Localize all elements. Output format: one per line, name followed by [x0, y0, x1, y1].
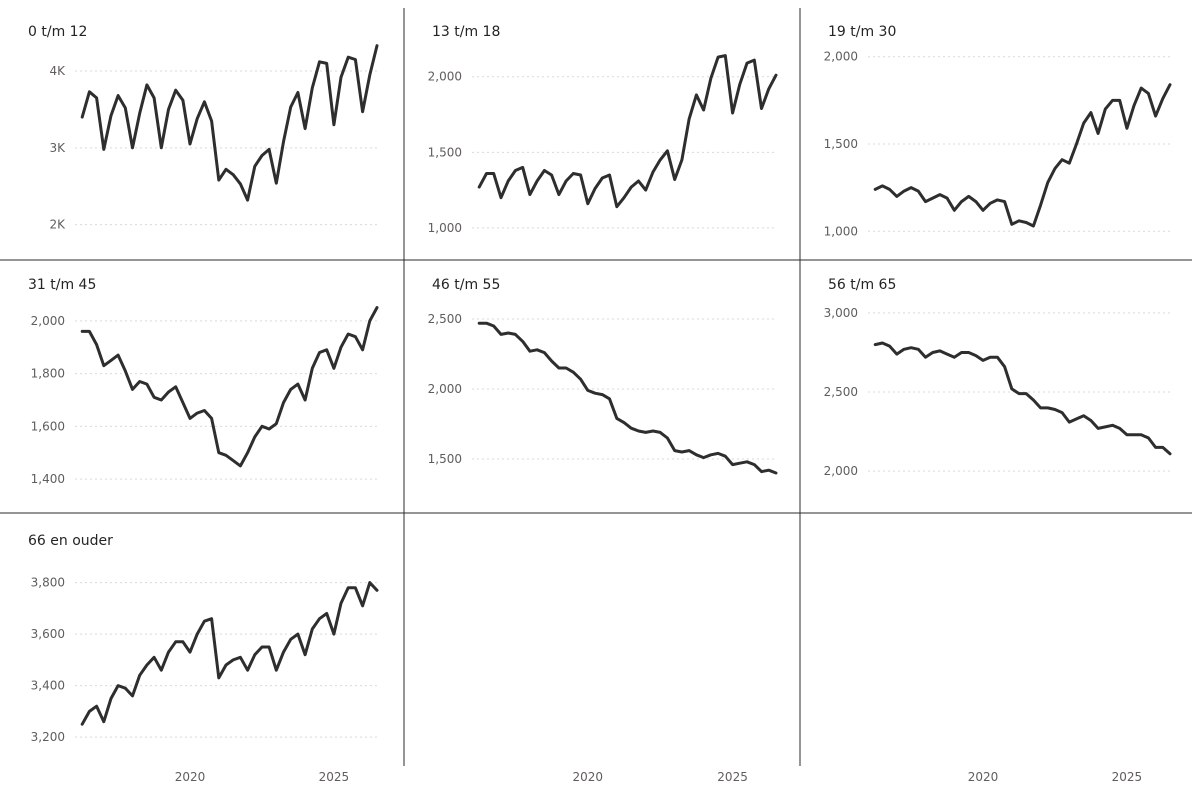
series-line: [80, 306, 379, 468]
y-tick-label: 2,500: [428, 312, 462, 326]
x-tick-label: 2020: [573, 770, 604, 784]
series-line: [873, 83, 1172, 228]
y-tick-label: 1,400: [31, 472, 65, 486]
panel-title: 0 t/m 12: [28, 24, 87, 40]
panel-31-t-m-45: 31 t/m 45 1,400 1,600 1,800 2,000: [28, 277, 379, 486]
series-line: [873, 341, 1172, 456]
x-tick-label: 2020: [175, 770, 206, 784]
y-tick-label: 2,000: [31, 314, 65, 328]
y-tick-label: 2,500: [824, 385, 858, 399]
panel-title: 66 en ouder: [28, 533, 113, 549]
panel-title: 31 t/m 45: [28, 277, 96, 293]
y-tick-label: 1,000: [428, 221, 462, 235]
series-line: [80, 581, 379, 726]
y-tick-label: 4K: [49, 64, 66, 78]
y-tick-label: 2,000: [824, 464, 858, 478]
y-tick-label: 3K: [49, 141, 66, 155]
y-tick-label: 3,600: [31, 627, 65, 641]
x-tick-label: 2020: [968, 770, 999, 784]
series-line: [80, 44, 379, 202]
x-tick-label: 2025: [1112, 770, 1143, 784]
series-line: [477, 321, 778, 475]
panel-46-t-m-55: 46 t/m 55 1,500 2,000 2,500: [428, 277, 778, 475]
y-tick-label: 1,000: [824, 224, 858, 238]
y-tick-label: 3,400: [31, 679, 65, 693]
panel-title: 13 t/m 18: [432, 24, 500, 40]
panel-56-t-m-65: 56 t/m 65 2,000 2,500 3,000: [824, 277, 1172, 478]
panel-19-t-m-30: 19 t/m 30 1,000 1,500 2,000: [824, 24, 1172, 238]
grid-dividers: [0, 8, 1192, 766]
y-tick-label: 1,600: [31, 419, 65, 433]
y-tick-label: 2,000: [824, 50, 858, 64]
panel-13-t-m-18: 13 t/m 18 1,000 1,500 2,000: [428, 24, 778, 235]
y-tick-label: 1,800: [31, 367, 65, 381]
y-tick-label: 1,500: [428, 145, 462, 159]
y-tick-label: 1,500: [824, 137, 858, 151]
panel-0-t-m-12: 0 t/m 12 2K 3K 4K: [28, 24, 379, 232]
y-tick-label: 2,000: [428, 382, 462, 396]
panel-title: 46 t/m 55: [432, 277, 500, 293]
series-line: [477, 54, 778, 209]
x-axis-labels: 2020 2025 2020 2025 2020 2025: [175, 770, 1142, 784]
y-tick-label: 1,500: [428, 452, 462, 466]
panel-title: 19 t/m 30: [828, 24, 896, 40]
y-tick-label: 3,000: [824, 306, 858, 320]
y-tick-label: 3,200: [31, 730, 65, 744]
panel-66-en-ouder: 66 en ouder 3,200 3,400 3,600 3,800: [28, 533, 379, 744]
x-tick-label: 2025: [717, 770, 748, 784]
y-tick-label: 3,800: [31, 576, 65, 590]
y-tick-label: 2,000: [428, 70, 462, 84]
panel-title: 56 t/m 65: [828, 277, 896, 293]
x-tick-label: 2025: [319, 770, 350, 784]
y-tick-label: 2K: [49, 218, 66, 232]
